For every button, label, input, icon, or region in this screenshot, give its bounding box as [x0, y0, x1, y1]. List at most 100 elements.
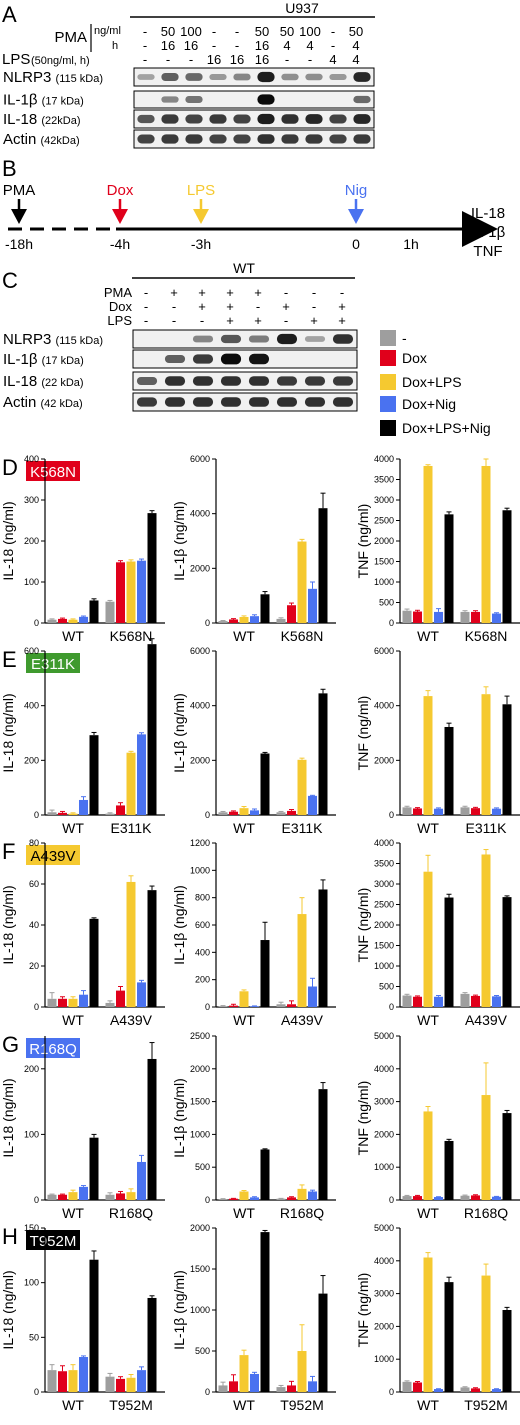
y-tick-label: 2500	[374, 900, 394, 910]
y-axis-label: TNF (ng/ml)	[355, 888, 371, 963]
panel-c-condition-value: +	[170, 285, 178, 300]
panel-a-blot-3-band	[185, 134, 203, 144]
bar	[105, 1194, 115, 1200]
bar	[402, 1381, 412, 1392]
panel-a-conditions: ---5016-10016---16--16501616504-1004---4…	[143, 24, 363, 67]
y-tick-label: 4000	[374, 838, 394, 848]
bar	[47, 998, 57, 1007]
x-category-label: WT	[417, 1205, 439, 1221]
pma-dose-value: -	[143, 24, 147, 39]
panel-c-blot-2-band	[220, 376, 242, 386]
lps-time-value: 16	[255, 52, 269, 67]
bar	[492, 613, 501, 623]
bar	[250, 1006, 259, 1007]
bar	[423, 871, 433, 1007]
y-tick-label: 1000	[190, 1129, 210, 1139]
bar	[444, 897, 454, 1007]
panel-a-blot-3-band	[329, 134, 347, 144]
bar	[460, 1387, 470, 1392]
y-tick-label: 2000	[374, 536, 394, 546]
panel-c-blot-1-band	[220, 353, 242, 365]
pma-dose-value: -	[235, 24, 239, 39]
y-tick-label: 0	[205, 1387, 210, 1397]
lps-time-value: -	[189, 52, 193, 67]
lps-time-value: -	[285, 52, 289, 67]
bar	[481, 1275, 491, 1392]
bar	[276, 1004, 286, 1007]
blot-kda: (115 kDa)	[56, 335, 103, 347]
panel-letter: D	[2, 455, 18, 480]
panel-a-blots: NLRP3 (115 kDa) IL-1β (17 kDa) IL-18 (22kD…	[3, 67, 375, 149]
bar	[402, 1196, 412, 1200]
x-category-label: K568N	[110, 628, 153, 644]
y-tick-label: 0	[389, 618, 394, 628]
bar	[229, 619, 238, 623]
panel-c-blot-0-band	[276, 333, 298, 345]
panel-e: E E311K 0 200 400 600 IL-18 (ng/ml) WT E311K 0 200…	[0, 638, 520, 836]
bar	[402, 807, 412, 815]
panel-c-blot-1-band	[192, 354, 214, 364]
bar	[68, 1192, 78, 1200]
panel-c-condition-value: +	[254, 285, 262, 300]
panel-a-blot-3-band	[161, 134, 179, 144]
panel-a-blot-1-frame	[133, 90, 375, 109]
panel-c-blot-3-band	[276, 397, 298, 407]
x-category-label: E311K	[282, 820, 324, 836]
panel-a-blot-2-band	[281, 114, 299, 124]
bar	[68, 813, 78, 815]
y-tick-label: 1000	[190, 865, 210, 875]
bar	[444, 1282, 454, 1392]
pma-dose-value: 50	[280, 24, 294, 39]
panel-a-letter: A	[2, 2, 17, 27]
y-tick-label: 2500	[374, 516, 394, 526]
blot-kda: (22kDa)	[41, 115, 80, 127]
chart-e-1: 0 2000 4000 6000 IL-1β (ng/ml) WT E311K	[171, 646, 336, 836]
chart-h-1: 0 500 1000 1500 2000 IL-1β (ng/ml) WT T952M	[171, 1223, 336, 1413]
panel-f: F A439V 0 20 40 60 80 IL-18 (ng/ml) WT A439V 0 200 4…	[0, 838, 520, 1028]
bar	[229, 1005, 238, 1007]
panel-c-condition-value: -	[200, 313, 204, 328]
panel-c-blot-3-band	[164, 397, 186, 407]
chart-e-2: 0 2000 4000 6000 TNF (ng/ml) WT E311K	[355, 646, 520, 836]
y-tick-label: 1500	[190, 1097, 210, 1107]
panel-c-condition-value: -	[172, 313, 176, 328]
blot-kda: (17 kDa)	[42, 96, 84, 108]
panel-a-pma-label: PMA	[54, 29, 87, 46]
panel-c-row-label: LPS	[107, 313, 132, 328]
y-tick-label: 3500	[374, 475, 394, 485]
bar	[239, 1355, 249, 1392]
y-axis-label: IL-1β (ng/ml)	[171, 885, 187, 965]
timeline-event-label: Dox	[107, 182, 134, 199]
lps-time-value: 4	[352, 52, 359, 67]
panel-g: G R168Q 0 100 200 IL-18 (ng/ml) WT R168Q 0 500 100…	[0, 1031, 520, 1221]
panel-c-blot-0-band	[192, 335, 214, 343]
bar	[250, 810, 259, 815]
pma-time-value: 16	[255, 38, 269, 53]
mutant-tag-box	[26, 1230, 80, 1250]
bar	[147, 890, 157, 1007]
timeline-event-arrow	[193, 209, 209, 224]
y-tick-label: 100	[24, 1129, 39, 1139]
pma-time-value: -	[331, 38, 335, 53]
bar	[79, 994, 88, 1007]
pma-time-value: 16	[161, 38, 175, 53]
y-tick-label: 6000	[190, 646, 210, 656]
bar	[147, 644, 157, 815]
panel-c-blot-1-band	[164, 355, 186, 363]
y-tick-label: 0	[34, 1002, 39, 1012]
y-tick-label: 500	[195, 1346, 210, 1356]
panel-a-blot-0-band	[233, 73, 251, 81]
blot-label-nlrp3: NLRP3 (115 kDa)	[3, 331, 103, 348]
x-category-label: WT	[62, 1012, 84, 1028]
y-tick-label: 4000	[190, 701, 210, 711]
panel-c-blot-2-band	[276, 376, 298, 386]
bar	[116, 990, 125, 1007]
bar	[276, 1387, 286, 1392]
panel-b-letter: B	[2, 156, 17, 181]
bar	[89, 735, 99, 815]
bar	[318, 693, 328, 815]
pma-dose-value: 50	[349, 24, 363, 39]
x-category-label: K568N	[465, 628, 508, 644]
